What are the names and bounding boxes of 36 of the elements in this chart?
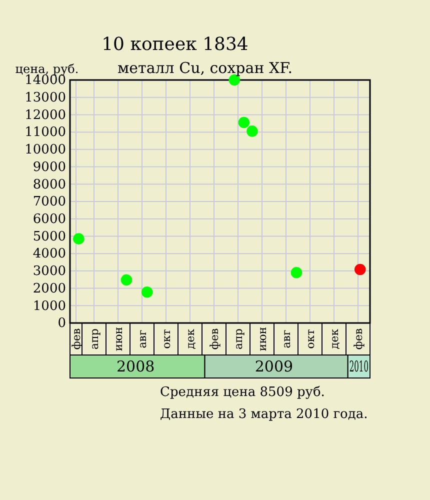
y-tick-label: 6000 [32, 212, 66, 228]
chart-subtitle: металл Cu, сохран XF. [117, 59, 293, 77]
x-tick-label: дек [184, 328, 197, 350]
x-tick-label: фев [208, 328, 221, 350]
y-tick-label: 7000 [32, 194, 66, 210]
x-tick-label: фев [352, 328, 365, 350]
x-tick-label: апр [88, 328, 101, 350]
x-tick-label: июн [112, 326, 125, 352]
chart-title: 10 копеек 1834 [102, 34, 248, 55]
y-tick-label: 4000 [32, 246, 66, 262]
x2-tick-label: 2010 [349, 358, 368, 376]
x-tick-label: фев [70, 328, 83, 350]
y-axis-title: цена, руб. [15, 62, 79, 76]
y-tick-label: 14000 [24, 73, 66, 88]
y-tick-label: 12000 [24, 108, 66, 123]
y-tick-label: 10000 [24, 142, 66, 158]
y-tick-label: 11000 [24, 125, 66, 140]
y-tick-label: 5000 [32, 229, 66, 244]
x-tick-label: окт [160, 329, 173, 349]
x-tick-label: авг [136, 330, 149, 348]
y-tick-label: 0 [58, 316, 66, 332]
y-tick-label: 1000 [32, 298, 66, 314]
x-tick-label: апр [232, 328, 245, 350]
x2-tick-label: 2009 [254, 358, 294, 376]
x-tick-label: окт [304, 329, 317, 349]
y-tick-label: 2000 [32, 281, 66, 296]
y-tick-label: 3000 [32, 264, 66, 280]
x-tick-label: авг [280, 330, 293, 348]
y-tick-label: 9000 [32, 160, 66, 175]
y-tick-label: 13000 [24, 90, 66, 106]
x2-tick-label: 2008 [116, 358, 155, 376]
x-tick-label: дек [328, 328, 341, 350]
text: Данные на 3 марта 2010 года. [160, 407, 368, 422]
text: Средняя цена 8509 руб. [160, 385, 325, 400]
x-tick-label: июн [256, 326, 269, 352]
y-tick-label: 8000 [32, 177, 66, 192]
